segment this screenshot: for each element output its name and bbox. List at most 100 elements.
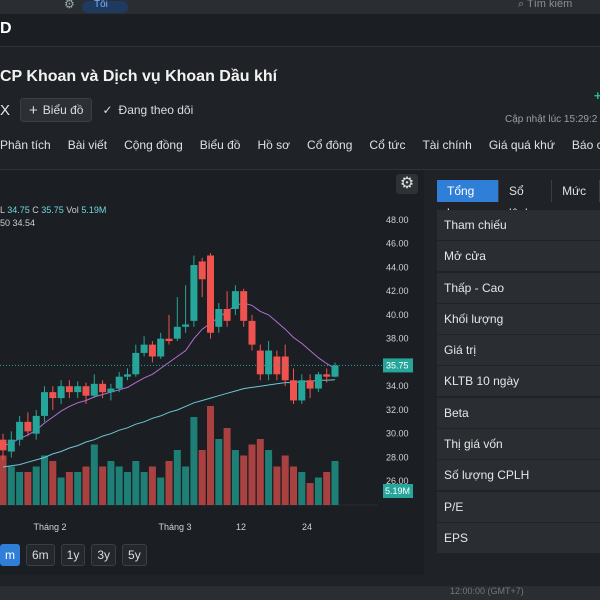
tab-ho-so[interactable]: Hồ sơ xyxy=(257,138,291,152)
volume-bar xyxy=(157,477,165,505)
tab-so-lenh[interactable]: Sổ lệnh xyxy=(499,180,553,220)
search-placeholder: Tìm kiếm xyxy=(527,0,573,10)
candle-body xyxy=(124,374,131,377)
nav-divider xyxy=(0,169,600,170)
candle-body xyxy=(41,392,48,416)
volume-bar xyxy=(74,472,82,505)
close-value: 35.75 xyxy=(41,205,64,215)
candle-body xyxy=(0,439,7,451)
y-tick-label: 32.00 xyxy=(386,405,409,415)
candle-body xyxy=(7,439,15,452)
bottom-time: 12:00:00 (GMT+7) xyxy=(450,586,524,596)
volume-bar xyxy=(124,472,131,505)
volume-bar xyxy=(57,477,65,505)
candle-body xyxy=(16,421,24,440)
plus-icon: + xyxy=(29,101,38,119)
range-selector: m 6m 1y 3y 5y xyxy=(0,544,153,566)
stat-row: Thấp - Cao xyxy=(437,272,600,303)
volume-bar xyxy=(16,472,24,505)
tab-cong-dong[interactable]: Cộng đồng xyxy=(124,138,183,152)
x-tick-label: Tháng 3 xyxy=(158,522,191,532)
tab-co-tuc[interactable]: Cổ tức xyxy=(369,138,406,152)
candle-body xyxy=(24,421,32,432)
stat-row: Số lượng CPLH xyxy=(437,460,600,491)
candle-body xyxy=(256,350,264,375)
tab-gia-qua-khu[interactable]: Giá quá khứ xyxy=(488,138,555,152)
chart-panel[interactable] xyxy=(0,170,424,575)
ma-legend: 50 34.54 xyxy=(0,218,35,228)
brand-logo[interactable]: D xyxy=(0,20,12,37)
volume-bar xyxy=(231,450,239,505)
stat-row: EPS xyxy=(437,522,600,553)
tab-tai-chinh[interactable]: Tài chính xyxy=(422,138,472,152)
candle-body xyxy=(306,380,314,389)
volume-value: 5.19M xyxy=(81,205,107,215)
candle-body xyxy=(298,380,306,401)
y-tick-label: 38.00 xyxy=(386,334,409,344)
range-1m[interactable]: m xyxy=(0,544,20,566)
check-icon: ✓ xyxy=(102,103,113,117)
volume-bar xyxy=(82,466,90,505)
tab-bao-cao[interactable]: Báo các xyxy=(571,138,600,152)
range-5y[interactable]: 5y xyxy=(122,544,147,566)
price-chart[interactable]: 26.0028.0030.0032.0034.0036.0038.0040.00… xyxy=(0,200,424,560)
candle-body xyxy=(49,392,57,399)
candle-body xyxy=(82,386,90,396)
range-1y[interactable]: 1y xyxy=(60,544,86,566)
ma-short-line xyxy=(2,302,336,447)
candle-body xyxy=(190,265,198,321)
volume-bar xyxy=(24,472,32,505)
candle-body xyxy=(281,356,289,381)
stat-row: Mở cửa xyxy=(437,241,600,272)
stat-row: P/E xyxy=(437,491,600,522)
tab-tong-hop[interactable]: Tổng hợp xyxy=(437,180,499,220)
range-6m[interactable]: 6m xyxy=(26,544,55,566)
stat-row: Khối lượng xyxy=(437,303,600,334)
volume-bar xyxy=(65,472,73,505)
brand-strip: D xyxy=(0,14,600,47)
tab-bieu-do[interactable]: Biểu đồ xyxy=(199,138,241,152)
settings-icon[interactable]: ⚙ xyxy=(64,0,75,11)
candle-body xyxy=(314,374,322,389)
y-tick-label: 34.00 xyxy=(386,381,409,391)
tab-muc-gia[interactable]: Mức g xyxy=(552,180,600,220)
volume-bar xyxy=(49,461,57,505)
volume-bar xyxy=(165,461,173,505)
ma-long-line xyxy=(2,379,336,468)
candle-body xyxy=(248,320,256,345)
volume-bar xyxy=(265,450,273,505)
tab-co-dong[interactable]: Cổ đông xyxy=(307,138,353,152)
low-value: 34.75 xyxy=(7,205,30,215)
candle-body xyxy=(115,376,123,389)
tab-bai-viet[interactable]: Bài viết xyxy=(67,138,108,152)
search-input[interactable]: ⌕ Tìm kiếm xyxy=(518,0,573,10)
follow-button[interactable]: ✓ Đang theo dõi xyxy=(102,103,193,117)
bottom-bar: 12:00:00 (GMT+7) xyxy=(0,586,600,600)
candle-body xyxy=(207,255,214,333)
volume-bar xyxy=(32,466,40,505)
candle-body xyxy=(65,386,73,393)
volume-bar xyxy=(107,461,115,505)
volume-bar xyxy=(306,483,314,505)
x-tick-label: Tháng 2 xyxy=(33,522,66,532)
range-3y[interactable]: 3y xyxy=(91,544,117,566)
volume-bar xyxy=(207,406,214,505)
chart-button[interactable]: + Biểu đồ xyxy=(20,98,93,122)
volume-bar xyxy=(223,428,231,505)
candle-body xyxy=(323,374,331,377)
y-tick-label: 48.00 xyxy=(386,215,409,225)
stat-row: KLTB 10 ngày xyxy=(437,366,600,397)
candle-body xyxy=(215,308,223,327)
tab-phan-tich[interactable]: Phân tích xyxy=(0,138,51,152)
candle-body xyxy=(231,291,239,309)
volume-bar xyxy=(182,466,190,505)
chart-settings-icon[interactable]: ⚙ xyxy=(396,174,418,194)
candle-body xyxy=(157,338,165,357)
volume-bar xyxy=(115,466,123,505)
volume-bar xyxy=(248,444,256,505)
volume-bar xyxy=(331,461,339,505)
candle-body xyxy=(57,386,65,399)
volume-bar xyxy=(90,444,98,505)
theme-toggle[interactable]: Tối xyxy=(82,0,128,13)
x-tick-label: 24 xyxy=(302,522,312,532)
